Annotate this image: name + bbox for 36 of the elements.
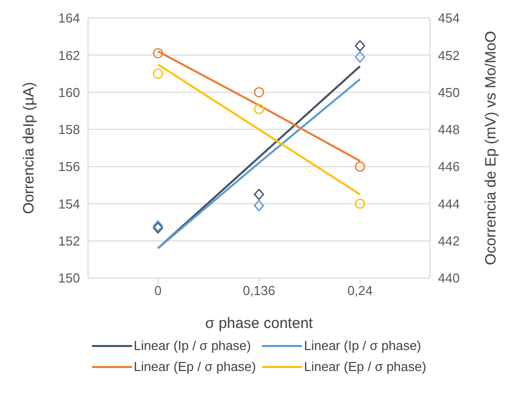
y2-axis-title: Ocorrencia de Ep (mV) vs Mo/MoO bbox=[482, 30, 500, 266]
y-tick-label: 164 bbox=[58, 10, 80, 26]
legend-label: Linear (Ep / σ phase) bbox=[304, 359, 426, 374]
y2-tick-label: 440 bbox=[438, 270, 460, 286]
y-tick-label: 150 bbox=[58, 270, 80, 286]
point bbox=[254, 104, 264, 114]
y2-tick-label: 446 bbox=[438, 159, 460, 174]
y-tick-label: 158 bbox=[58, 122, 80, 138]
y2-tick-label: 442 bbox=[438, 233, 460, 248]
y2-tick-label: 444 bbox=[438, 196, 460, 212]
y-axis-title: Oorrencia deIp (µA) bbox=[20, 82, 38, 214]
legend-label: Linear (Ep / σ phase) bbox=[134, 359, 256, 374]
y-tick-label: 154 bbox=[58, 196, 80, 212]
point bbox=[354, 40, 366, 52]
y-tick-label: 152 bbox=[58, 233, 80, 248]
point bbox=[152, 68, 164, 79]
x-tick-label: 0,24 bbox=[347, 283, 373, 298]
legend-label: Linear (Ip / σ phase) bbox=[304, 338, 422, 353]
point bbox=[254, 87, 264, 98]
y-tick-label: 162 bbox=[58, 48, 80, 63]
point bbox=[354, 51, 366, 63]
x-tick-label: 0,136 bbox=[242, 283, 276, 298]
y2-tick-label: 452 bbox=[438, 48, 460, 63]
y-tick-label: 160 bbox=[58, 84, 80, 100]
x-tick-label: 0 bbox=[154, 283, 162, 298]
legend-label: Linear (Ip / σ phase) bbox=[134, 338, 251, 353]
y2-tick-label: 448 bbox=[438, 122, 460, 138]
y2-tick-label: 450 bbox=[438, 84, 460, 100]
point bbox=[354, 161, 366, 172]
point bbox=[254, 188, 264, 200]
y2-tick-label: 454 bbox=[438, 10, 460, 26]
y-tick-label: 156 bbox=[58, 159, 80, 174]
point bbox=[254, 200, 264, 212]
x-axis-title: σ phase content bbox=[205, 315, 314, 332]
point bbox=[354, 198, 366, 209]
point bbox=[152, 48, 164, 58]
